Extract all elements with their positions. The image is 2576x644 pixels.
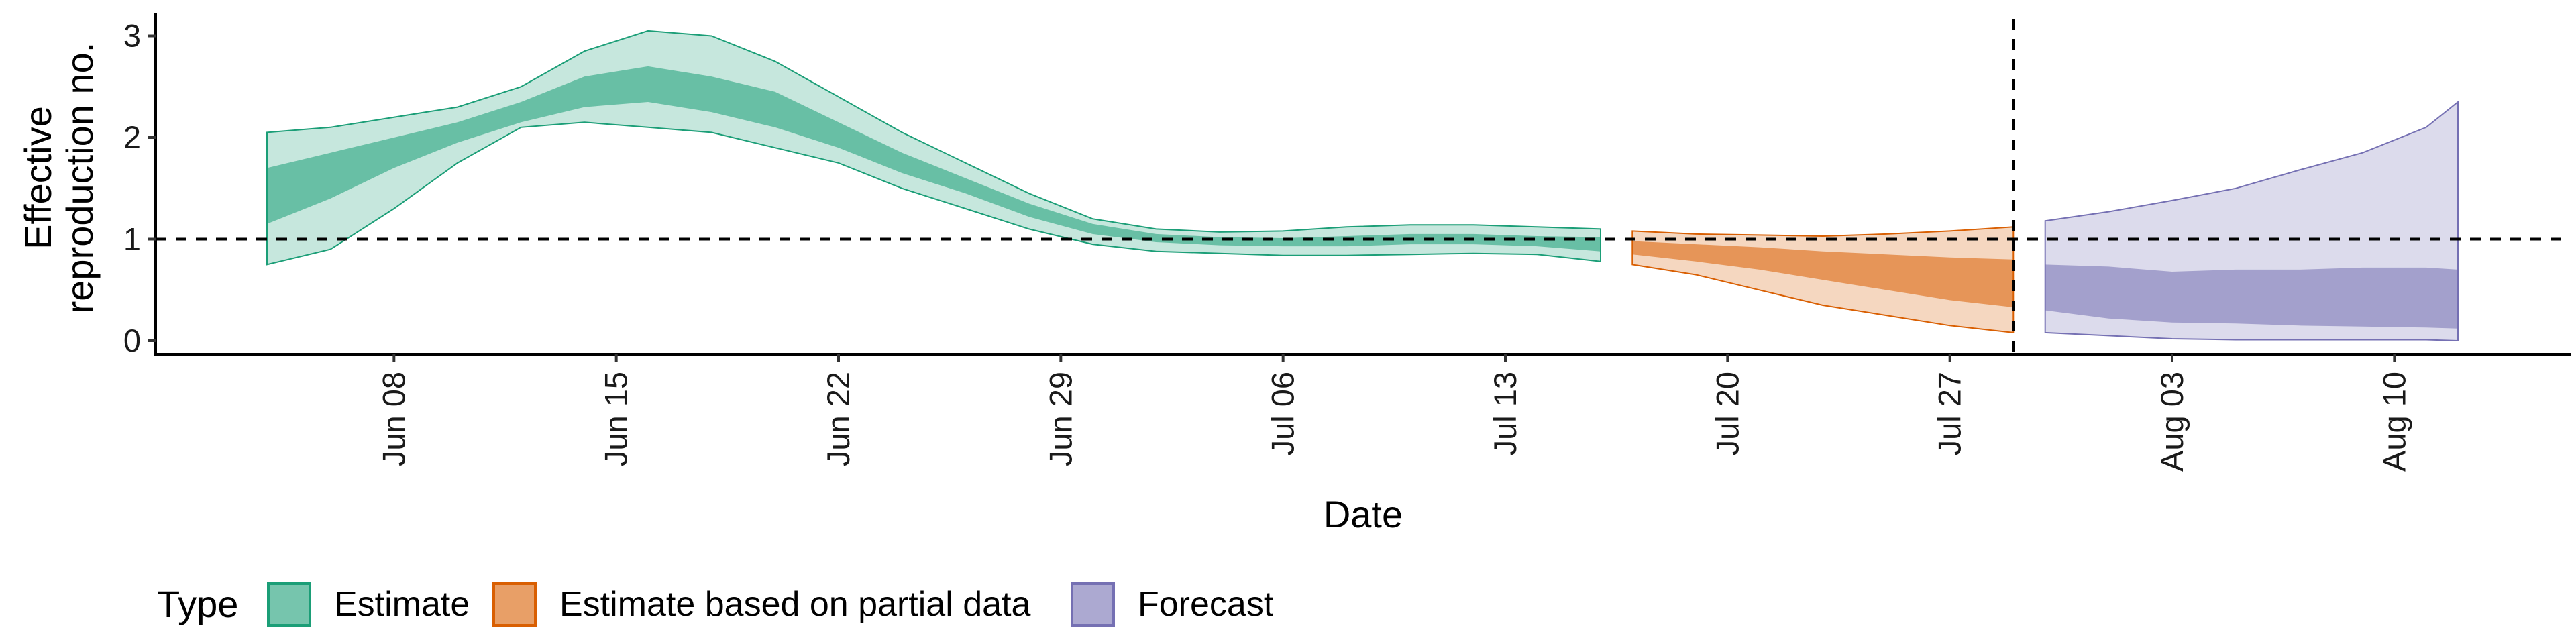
x-tick-label: Jun 08	[376, 372, 411, 466]
estimate-based-on-partial-data-inner-band	[1632, 241, 2014, 307]
estimate-outer-band	[266, 30, 1601, 266]
x-tick-label: Jun 15	[598, 372, 634, 466]
x-tick-label: Jul 13	[1487, 372, 1523, 455]
reference-lines	[156, 19, 2571, 354]
y-ticks: 0 1 2 3	[123, 18, 156, 358]
y-axis-title-line: Effective	[17, 106, 59, 250]
legend-label: Estimate	[334, 585, 470, 624]
legend-label: Forecast	[1138, 585, 1274, 624]
forecast-inner-band	[2045, 264, 2458, 329]
x-tick-label: Aug 10	[2376, 372, 2412, 472]
y-tick-label: 2	[123, 119, 141, 155]
y-tick-label: 0	[123, 323, 141, 358]
legend-title: Type	[157, 583, 238, 625]
x-tick-label: Aug 03	[2154, 372, 2190, 472]
x-tick-label: Jul 06	[1265, 372, 1301, 455]
y-axis-title: Effective reproduction no.	[17, 42, 101, 314]
y-axis-title-line: reproduction no.	[58, 42, 101, 314]
plot-bands	[266, 30, 2459, 342]
x-tick-label: Jul 27	[1932, 372, 1968, 455]
legend-key	[492, 582, 537, 627]
x-tick-label: Jun 29	[1042, 372, 1078, 466]
legend: Type Estimate Estimate based on partial da…	[157, 582, 1274, 627]
legend-key	[267, 582, 311, 627]
x-tick-label: Jun 22	[820, 372, 856, 466]
y-tick-label: 3	[123, 18, 141, 54]
x-ticks: Jun 08 Jun 15 Jun 22 Jun 29 Jul 06 Jul 13 Jul …	[376, 354, 2412, 472]
x-tick-label: Jul 20	[1709, 372, 1745, 455]
x-axis-title: Date	[1324, 493, 1403, 535]
axes	[154, 13, 2571, 356]
y-tick-label: 1	[123, 221, 141, 257]
legend-key	[1071, 582, 1115, 627]
legend-label: Estimate based on partial data	[559, 585, 1031, 624]
